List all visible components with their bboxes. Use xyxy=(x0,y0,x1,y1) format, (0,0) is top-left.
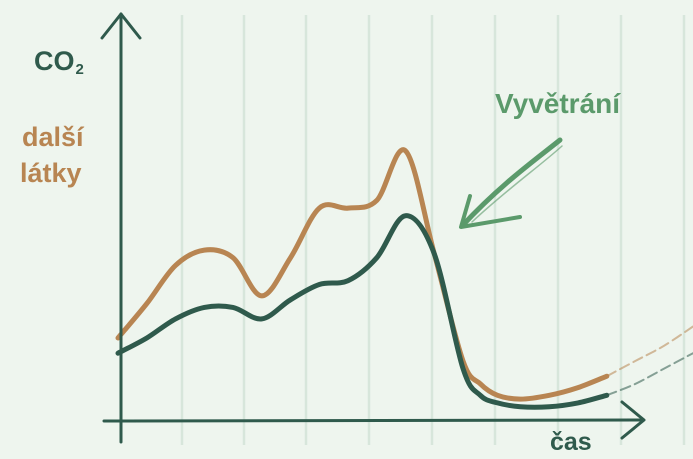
y-axis-label-other-line1: další xyxy=(22,122,84,152)
x-axis-arrowhead xyxy=(620,400,646,440)
axes xyxy=(100,12,646,444)
series-line-other xyxy=(115,147,610,402)
annotation-label: Vyvětrání xyxy=(495,88,621,119)
annotation-arrow-shaft xyxy=(459,137,563,229)
series-line-other-faded xyxy=(605,325,693,378)
x-axis-line xyxy=(102,418,644,423)
series-group xyxy=(115,147,693,410)
annotation-arrow-sketch xyxy=(471,145,563,223)
series-line-co2 xyxy=(115,213,610,410)
y-axis-label-other-line2: látky xyxy=(20,158,82,188)
y-axis-label-co2: CO2 xyxy=(34,46,84,78)
grid xyxy=(180,15,686,445)
x-axis-label: čas xyxy=(550,428,592,456)
y-axis-arrowhead xyxy=(100,12,142,40)
series-line-co2-faded xyxy=(605,352,693,397)
y-axis-label-co2-subscript: 2 xyxy=(75,61,84,78)
annotation-arrowhead xyxy=(459,194,522,229)
annotation-group xyxy=(459,137,563,229)
y-axis-label-co2-main: CO xyxy=(34,46,75,76)
